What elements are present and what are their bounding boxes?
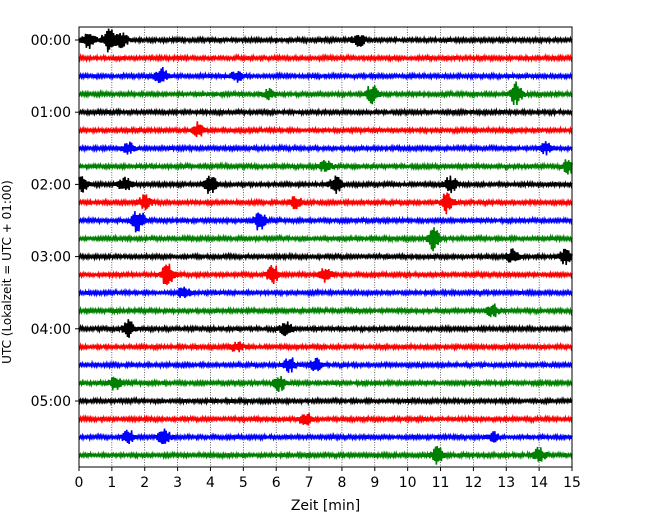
y-tick-label: 03:00 [31,250,71,266]
x-tick-label: 8 [337,475,346,491]
x-axis-ticks: 0 1 2 3 4 5 6 7 8 9 10 11 12 13 14 15 [75,467,581,491]
x-tick-label: 4 [206,475,215,491]
seismic-trace [78,52,573,64]
seismic-trace [78,248,573,265]
seismic-trace [78,81,573,106]
y-tick-label: 00:00 [31,33,71,49]
x-tick-label: 10 [399,475,417,491]
x-tick-label: 15 [563,475,581,491]
seismic-trace [78,263,573,286]
y-tick-label: 01:00 [31,105,71,121]
y-axis-ticks: 00:00 01:00 02:00 03:00 04:00 05:00 [31,33,79,410]
seismic-trace [78,211,573,233]
seismic-trace [78,141,573,156]
y-tick-label: 02:00 [31,177,71,193]
seismic-trace [78,107,573,118]
seismic-trace [78,319,573,338]
seismic-trace [78,413,573,426]
seismic-trace [78,227,573,252]
plot-frame [78,26,573,468]
x-tick-label: 7 [305,475,314,491]
seismic-trace [78,428,573,445]
seismic-trace [78,28,573,53]
seismic-trace [78,192,573,215]
x-tick-label: 3 [173,475,182,491]
seismic-trace [78,303,573,318]
y-tick-label: 05:00 [31,394,71,410]
seismic-trace [78,67,573,83]
x-tick-label: 1 [107,475,116,491]
x-tick-label: 0 [75,475,84,491]
x-axis-label: Zeit [min] [291,498,360,514]
x-tick-label: 9 [370,475,379,491]
x-tick-label: 11 [432,475,450,491]
seismic-trace [78,159,573,175]
seismic-trace [78,121,573,137]
x-tick-label: 12 [464,475,482,491]
trace-group [78,28,573,465]
seismic-trace [78,286,573,299]
x-tick-label: 5 [239,475,248,491]
x-tick-label: 2 [140,475,149,491]
seismic-trace [78,357,573,373]
seismic-trace [78,375,573,392]
seismic-trace [78,341,573,353]
seismic-trace [78,395,573,407]
x-tick-label: 14 [530,475,548,491]
y-tick-label: 04:00 [31,322,71,338]
x-tick-label: 13 [497,475,515,491]
seismic-trace [78,175,573,194]
y-axis-label: UTC (Lokalzeit = UTC + 01:00) [0,180,14,364]
seismic-trace [78,445,573,465]
x-tick-label: 6 [272,475,281,491]
